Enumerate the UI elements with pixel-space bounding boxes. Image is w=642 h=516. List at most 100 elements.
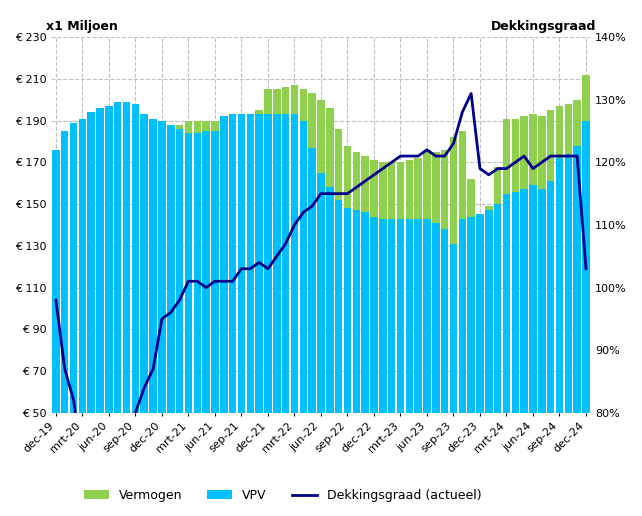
Bar — [193, 121, 201, 516]
Bar — [343, 208, 351, 516]
Bar — [573, 146, 581, 516]
Bar — [185, 133, 192, 516]
Bar — [370, 217, 377, 516]
Bar — [432, 223, 440, 516]
Bar — [370, 160, 377, 516]
Bar — [564, 104, 572, 516]
Bar — [485, 206, 492, 516]
Bar — [141, 115, 148, 516]
Bar — [582, 75, 590, 516]
Bar — [406, 219, 413, 516]
Bar — [282, 115, 290, 516]
Bar — [388, 163, 395, 516]
Bar — [291, 115, 298, 516]
Dekkingsgraad (actueel) — [467, 90, 475, 96]
Bar — [52, 150, 60, 516]
Text: x1 Miljoen: x1 Miljoen — [46, 20, 118, 34]
Bar — [256, 110, 263, 516]
Dekkingsgraad (actueel) — [87, 472, 95, 478]
Bar — [485, 211, 492, 516]
Bar — [352, 211, 360, 516]
Bar — [467, 217, 475, 516]
Bar — [423, 152, 431, 516]
Bar — [573, 100, 581, 516]
Bar — [114, 102, 121, 516]
Bar — [132, 104, 139, 516]
Bar — [300, 121, 307, 516]
Dekkingsgraad (actueel) — [379, 166, 386, 172]
Bar — [582, 121, 590, 516]
Line: Dekkingsgraad (actueel): Dekkingsgraad (actueel) — [56, 93, 586, 475]
Bar — [317, 100, 325, 516]
Bar — [326, 108, 334, 516]
Bar — [105, 106, 112, 516]
Bar — [282, 87, 290, 516]
Bar — [379, 163, 386, 516]
Bar — [308, 93, 316, 516]
Bar — [352, 152, 360, 516]
Bar — [467, 179, 475, 516]
Bar — [150, 119, 157, 516]
Bar — [494, 204, 501, 516]
Bar — [264, 89, 272, 516]
Bar — [556, 106, 563, 516]
Bar — [238, 115, 245, 516]
Bar — [123, 102, 130, 516]
Bar — [96, 108, 104, 516]
Bar — [397, 219, 404, 516]
Bar — [521, 189, 528, 516]
Bar — [256, 115, 263, 516]
Bar — [326, 187, 334, 516]
Bar — [158, 135, 166, 516]
Bar — [167, 131, 175, 516]
Bar — [317, 173, 325, 516]
Bar — [529, 185, 537, 516]
Bar — [521, 117, 528, 516]
Bar — [220, 117, 227, 516]
Dekkingsgraad (actueel) — [582, 266, 590, 272]
Bar — [423, 219, 431, 516]
Bar — [61, 131, 69, 516]
Bar — [79, 158, 86, 516]
Bar — [556, 158, 563, 516]
Bar — [176, 125, 184, 516]
Legend: Vermogen, VPV, Dekkingsgraad (actueel): Vermogen, VPV, Dekkingsgraad (actueel) — [79, 484, 486, 507]
Bar — [211, 121, 219, 516]
Bar — [220, 119, 227, 516]
Bar — [476, 244, 483, 516]
Bar — [432, 152, 440, 516]
Bar — [79, 119, 86, 516]
Bar — [61, 154, 69, 516]
Bar — [564, 154, 572, 516]
Bar — [343, 146, 351, 516]
Bar — [132, 146, 139, 516]
Bar — [458, 131, 466, 516]
Bar — [512, 119, 519, 516]
Bar — [494, 167, 501, 516]
Bar — [397, 163, 404, 516]
Bar — [335, 200, 342, 516]
Bar — [441, 150, 448, 516]
Dekkingsgraad (actueel) — [343, 190, 351, 197]
Bar — [361, 213, 369, 516]
Bar — [476, 215, 483, 516]
Bar — [547, 110, 555, 516]
Bar — [176, 129, 184, 516]
Bar — [185, 121, 192, 516]
Bar — [211, 131, 219, 516]
Bar — [273, 89, 281, 516]
Bar — [449, 244, 457, 516]
Bar — [291, 85, 298, 516]
Bar — [123, 150, 130, 516]
Bar — [308, 148, 316, 516]
Dekkingsgraad (actueel) — [184, 278, 192, 284]
Bar — [247, 115, 254, 516]
Bar — [538, 189, 546, 516]
Bar — [335, 129, 342, 516]
Bar — [229, 117, 236, 516]
Bar — [414, 219, 422, 516]
Bar — [503, 119, 510, 516]
Bar — [512, 191, 519, 516]
Bar — [388, 219, 395, 516]
Dekkingsgraad (actueel) — [529, 166, 537, 172]
